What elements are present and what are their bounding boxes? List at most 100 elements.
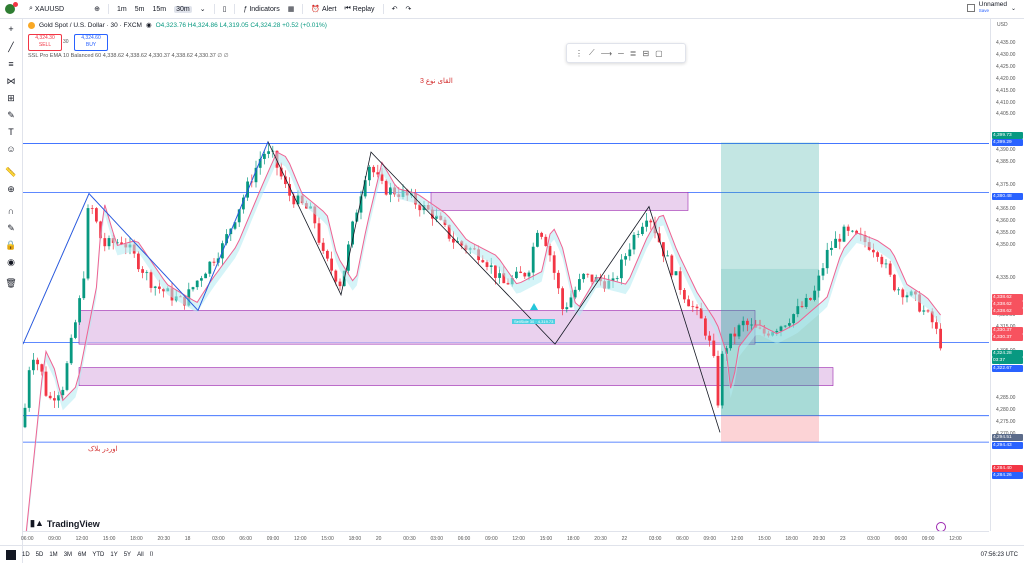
candle-body — [103, 238, 107, 247]
eye-icon[interactable]: ◉ — [7, 257, 15, 267]
candle-body — [569, 297, 573, 308]
calendar-icon[interactable] — [6, 550, 16, 560]
candle-body — [338, 281, 342, 287]
range-1d[interactable]: 1D — [22, 552, 30, 558]
position-profit-zone — [721, 268, 819, 416]
candle-body — [905, 295, 909, 298]
candle-body — [116, 242, 119, 244]
candle-body — [800, 306, 804, 307]
legend-title[interactable]: Gold Spot / U.S. Dollar · 30 · FXCM — [39, 21, 142, 29]
range-3m[interactable]: 3M — [63, 552, 73, 558]
candle-body — [624, 256, 627, 260]
range-ytd[interactable]: YTD — [92, 552, 105, 558]
candle-body — [481, 260, 485, 263]
chevron-down-icon[interactable]: ⌄ — [199, 6, 206, 13]
candle-body — [363, 180, 367, 197]
undo-icon[interactable]: ↶ — [391, 6, 398, 13]
chart-type-icon[interactable]: ▯ — [222, 6, 227, 13]
rectangle-icon[interactable]: ▢ — [655, 48, 663, 58]
candle-body — [939, 328, 942, 349]
candle-body — [216, 258, 220, 263]
trendline-icon[interactable]: ╱ — [8, 42, 14, 52]
indicators-button[interactable]: ƒ Indicators — [243, 5, 280, 13]
indicator-legend[interactable]: SSL Pro EMA 10 Balanced 60 4,338.62 4,33… — [28, 53, 229, 59]
price-chart[interactable] — [23, 19, 989, 531]
layout-icon[interactable]: ▦ — [287, 6, 295, 13]
annotation-top[interactable]: القای نوع 3 — [420, 78, 453, 85]
app-logo-icon[interactable] — [5, 2, 18, 14]
trendline-tool-icon[interactable]: ⟋ — [589, 48, 595, 57]
projection-icon[interactable]: ⊞ — [7, 93, 15, 103]
annotation-order-block[interactable]: اوردر بلاک — [88, 446, 118, 453]
pattern-icon[interactable]: ⋈ — [6, 76, 16, 86]
alert-button[interactable]: ⏰ Alert — [311, 5, 337, 14]
symbol-search[interactable]: ⌕ XAUUSD — [29, 5, 65, 13]
range-1y[interactable]: 1Y — [110, 552, 118, 558]
channel-icon[interactable]: ⊟ — [642, 48, 650, 58]
candle-body — [729, 333, 732, 349]
compare-button[interactable]: ⊕ — [94, 6, 100, 13]
tf-30m[interactable]: 30m — [174, 5, 192, 13]
layout-name[interactable]: Unnamed Save — [978, 1, 1007, 13]
candle-body — [447, 224, 451, 239]
drag-handle-icon[interactable]: ⋮ — [575, 48, 583, 58]
candle-body — [733, 333, 737, 337]
candle-body — [376, 172, 380, 175]
tf-15m[interactable]: 15m — [152, 5, 167, 13]
tf-5m[interactable]: 5m — [134, 5, 145, 13]
candle-body — [708, 335, 711, 341]
checkbox-icon[interactable] — [966, 4, 975, 12]
candle-body — [557, 272, 560, 289]
replay-button[interactable]: ⏮ Replay — [344, 5, 375, 13]
tf-1m[interactable]: 1m — [116, 5, 127, 13]
crosshair-icon[interactable]: + — [8, 24, 14, 34]
time-tick: 12:00 — [949, 536, 962, 542]
sell-button[interactable]: 4,324.30 SELL — [28, 34, 62, 51]
utc-clock[interactable]: 07:56:23 UTC — [980, 552, 1018, 558]
chevron-down-icon[interactable]: ⌄ — [1010, 5, 1016, 12]
floating-drawing-toolbar: ⋮ ⟋ ⟶ ─ ≣ ⊟ ▢ — [566, 43, 686, 63]
time-tick: 06:00 — [21, 536, 34, 542]
range-5d[interactable]: 5D — [35, 552, 44, 558]
lock-icon[interactable]: 🔒 — [5, 240, 17, 250]
time-tick: 18:00 — [785, 536, 798, 542]
divider — [302, 4, 304, 14]
trash-icon[interactable]: 🗑 — [5, 278, 17, 288]
horizontal-line-icon[interactable]: ─ — [618, 48, 624, 58]
range-6m[interactable]: 6M — [78, 552, 87, 558]
candle-body — [233, 222, 237, 229]
tradingview-logo[interactable]: ▮▲ TradingView — [30, 518, 100, 529]
range-all[interactable]: All — [137, 552, 144, 558]
blue-wave-line — [23, 141, 269, 345]
time-tick: 03:00 — [867, 536, 880, 542]
fib-icon[interactable]: ≡ — [8, 59, 14, 69]
time-axis[interactable]: 06:00 09:00 12:00 15:00 18:00 20:30 18 03:00 06:… — [21, 531, 989, 546]
redo-icon[interactable]: ↷ — [405, 6, 412, 13]
fib-tool-icon[interactable]: ≣ — [629, 48, 637, 58]
candle-body — [897, 289, 900, 291]
sellside-label[interactable]: SellSide 30 · 4,319.73 — [512, 319, 556, 324]
lock-drawings-icon[interactable]: ✎ — [7, 223, 15, 233]
emoji-icon[interactable]: ☺ — [6, 144, 16, 154]
candle-body — [540, 232, 543, 237]
brush-icon[interactable]: ✎ — [7, 110, 15, 120]
compare-range-icon[interactable]: ⌷ — [149, 551, 154, 558]
buy-button[interactable]: 4,324.60 BUY — [74, 34, 108, 51]
time-tick: 12:00 — [512, 536, 525, 542]
price-label: 4,284.26 — [992, 472, 1023, 479]
magnet-icon[interactable]: ∩ — [7, 206, 15, 216]
candle-body — [208, 261, 212, 274]
range-1m[interactable]: 1M — [49, 552, 58, 558]
ruler-icon[interactable]: 📏 — [5, 167, 17, 177]
range-5y[interactable]: 5Y — [123, 552, 132, 558]
candle-body — [69, 337, 73, 364]
zoom-icon[interactable]: ⊕ — [7, 184, 15, 194]
candle-body — [32, 359, 35, 371]
price-label: 4,284.40 — [992, 465, 1023, 472]
price-axis[interactable]: USD 4,435.00 4,430.00 4,425.00 4,420.00 4,41… — [990, 19, 1024, 531]
ray-icon[interactable]: ⟶ — [600, 48, 613, 58]
eye-icon[interactable]: ◉ — [145, 22, 152, 29]
text-icon[interactable]: T — [8, 127, 14, 137]
time-tick: 12:00 — [75, 536, 89, 542]
candle-body — [842, 226, 846, 242]
